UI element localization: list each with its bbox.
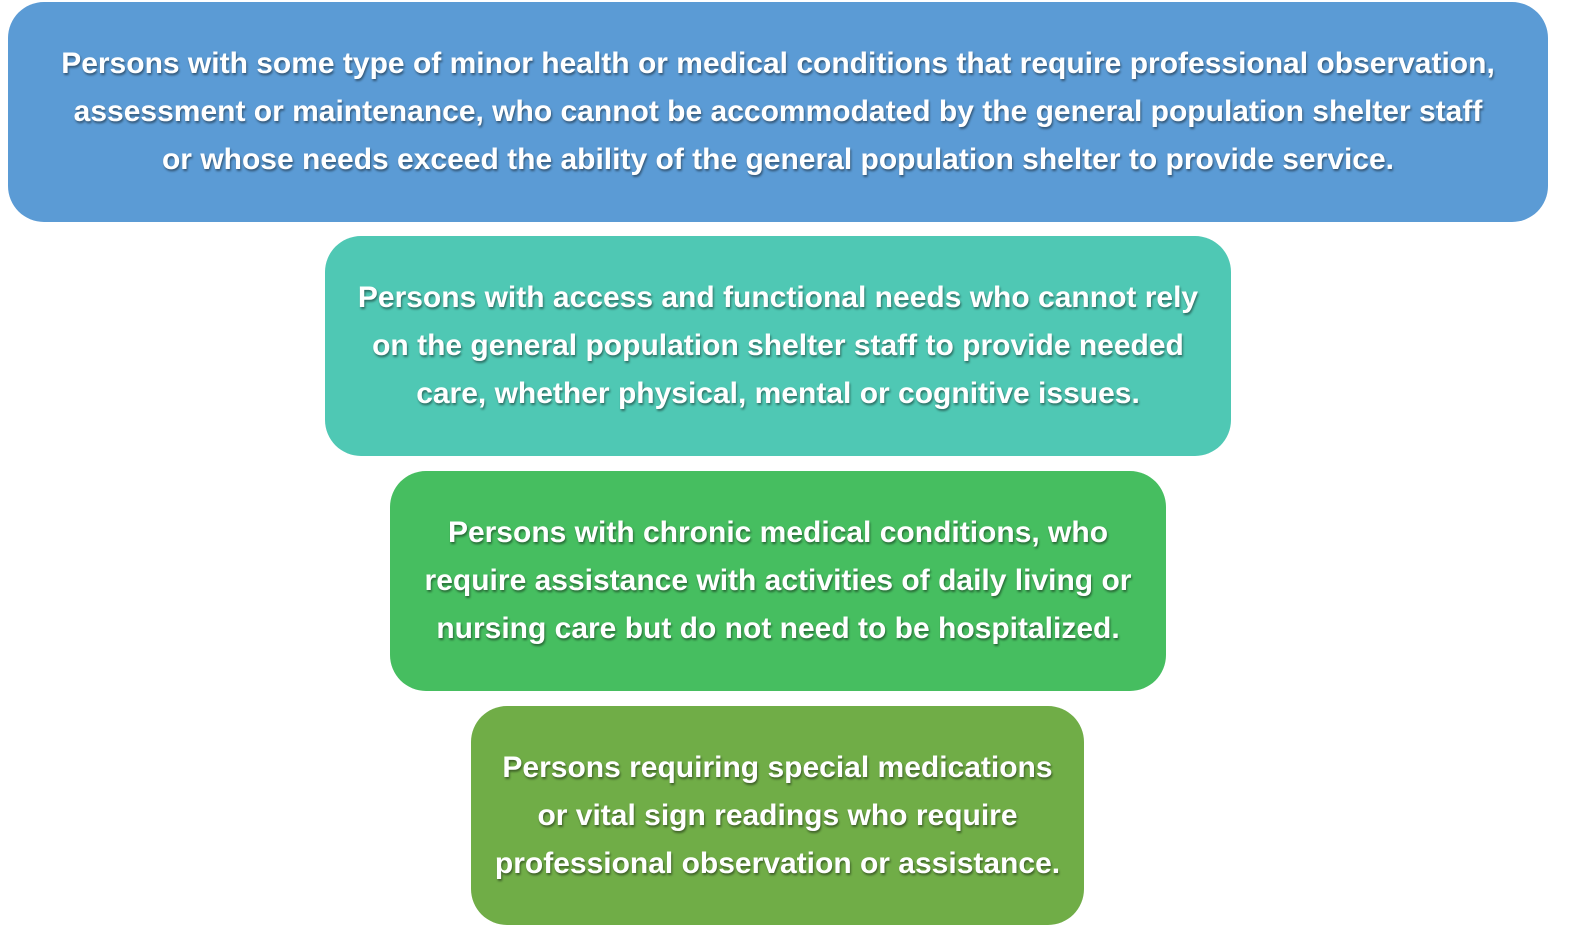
tier-box-special-medications: Persons requiring special medications or… (471, 706, 1084, 925)
tier-box-minor-health-conditions: Persons with some type of minor health o… (8, 2, 1548, 222)
tier-box-chronic-medical-conditions: Persons with chronic medical conditions,… (390, 471, 1166, 691)
tier-text: Persons with access and functional needs… (357, 281, 1199, 410)
tier-text: Persons with some type of minor health o… (61, 47, 1495, 176)
tier-text: Persons requiring special medications or… (494, 750, 1061, 880)
tier-box-access-functional-needs: Persons with access and functional needs… (325, 236, 1231, 456)
tier-text: Persons with chronic medical conditions,… (424, 516, 1132, 645)
